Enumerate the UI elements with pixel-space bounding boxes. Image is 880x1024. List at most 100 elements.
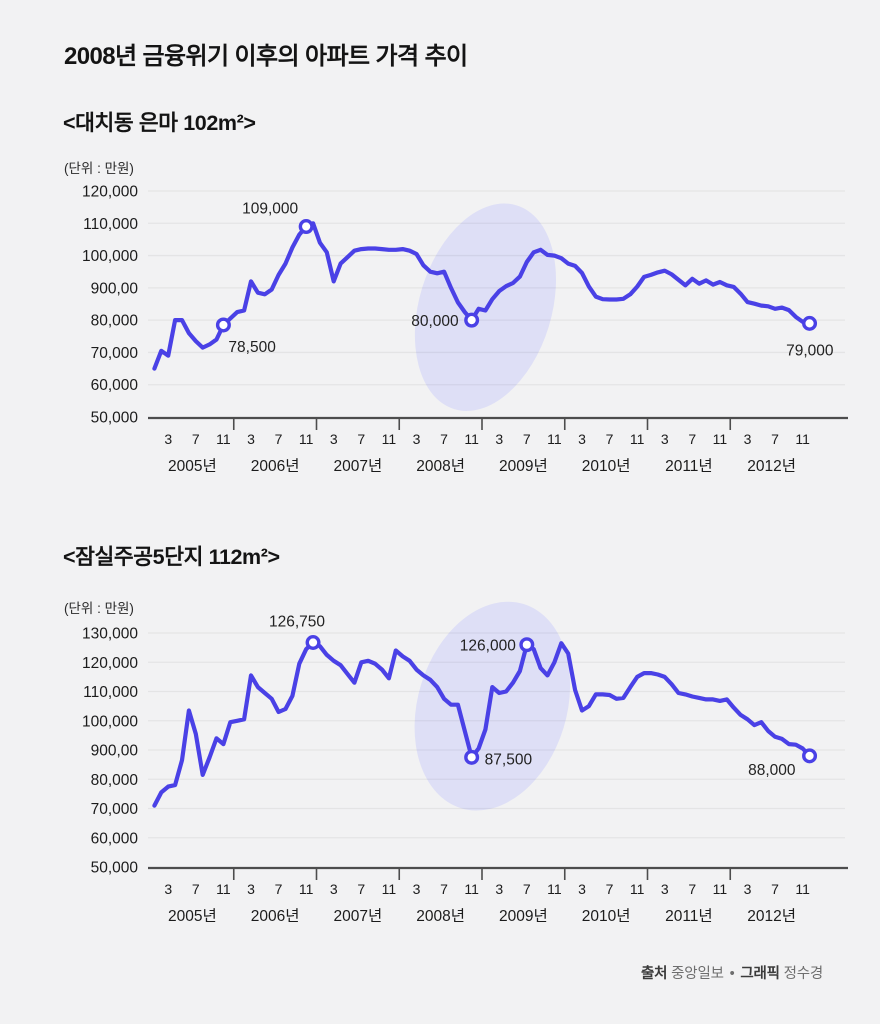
x-month-label: 7: [357, 431, 365, 447]
x-year-label: 2010년: [582, 907, 631, 925]
data-point-marker: [298, 219, 314, 235]
x-year-label: 2010년: [582, 457, 631, 475]
data-annotation: 126,000: [460, 638, 516, 655]
x-month-label: 11: [547, 431, 562, 447]
chart-title-jamsil: <잠실주공5단지 112m²>: [63, 545, 280, 569]
y-axis-label: 110,000: [83, 216, 138, 233]
x-month-label: 7: [192, 881, 200, 897]
x-year-label: 2007년: [334, 907, 383, 925]
source-label: 출처: [641, 966, 668, 982]
x-month-label: 7: [523, 881, 531, 897]
y-axis-label: 60,000: [91, 830, 139, 847]
unit-label: (단위 : 만원): [64, 601, 134, 616]
x-month-label: 11: [547, 881, 562, 897]
x-month-label: 11: [630, 881, 645, 897]
data-point-marker: [305, 635, 321, 651]
x-month-label: 11: [464, 431, 479, 447]
x-month-label: 7: [771, 431, 779, 447]
x-year-label: 2008년: [416, 457, 465, 475]
x-month-label: 11: [630, 431, 645, 447]
y-axis-label: 80,000: [91, 313, 139, 330]
x-month-label: 3: [578, 431, 586, 447]
x-year-label: 2006년: [251, 457, 300, 475]
x-month-label: 11: [299, 881, 314, 897]
y-axis-label: 120,000: [82, 184, 138, 201]
y-axis-label: 60,000: [91, 377, 139, 394]
chart-title-eunma: <대치동 은마 102m²>: [63, 111, 256, 135]
x-month-label: 7: [275, 431, 283, 447]
page-title: 2008년 금융위기 이후의 아파트 가격 추이: [64, 43, 468, 70]
unit-label: (단위 : 만원): [64, 161, 134, 176]
x-month-label: 3: [247, 881, 255, 897]
x-year-label: 2012년: [747, 457, 796, 475]
data-annotation: 80,000: [411, 313, 459, 330]
x-month-label: 11: [464, 881, 479, 897]
x-month-label: 7: [440, 881, 448, 897]
data-annotation: 87,500: [485, 751, 533, 768]
x-year-label: 2006년: [251, 907, 300, 925]
data-point-marker: [464, 312, 480, 328]
y-axis-label: 80,000: [91, 772, 139, 789]
x-month-label: 3: [661, 881, 669, 897]
x-month-label: 11: [713, 881, 728, 897]
graphic-label: 그래픽: [740, 966, 780, 982]
y-axis-label: 50,000: [91, 410, 139, 427]
y-axis-label: 100,000: [82, 713, 138, 730]
x-month-label: 7: [606, 881, 614, 897]
x-month-label: 3: [330, 881, 338, 897]
y-axis-label: 120,000: [82, 655, 138, 672]
x-month-label: 3: [744, 431, 752, 447]
y-axis-label: 110,000: [83, 684, 138, 701]
x-month-label: 3: [495, 431, 503, 447]
highlight-ellipse: [414, 601, 571, 811]
x-month-label: 11: [216, 431, 231, 447]
separator-dot: •: [729, 966, 735, 982]
x-month-label: 3: [413, 431, 421, 447]
x-month-label: 3: [495, 881, 503, 897]
graphic-value: 정수경: [783, 966, 824, 982]
x-month-label: 11: [795, 881, 810, 897]
x-month-label: 7: [771, 881, 779, 897]
x-year-label: 2005년: [168, 457, 217, 475]
data-point-marker: [802, 315, 818, 331]
y-axis-label: 100,000: [82, 248, 138, 265]
x-month-label: 11: [216, 881, 231, 897]
x-month-label: 3: [164, 431, 172, 447]
data-point-marker: [215, 317, 231, 333]
y-axis-label: 900,00: [91, 280, 139, 297]
x-year-label: 2011년: [665, 457, 713, 475]
x-month-label: 7: [688, 881, 696, 897]
x-month-label: 3: [164, 881, 172, 897]
x-year-label: 2009년: [499, 457, 548, 475]
x-year-label: 2012년: [747, 907, 796, 925]
x-month-label: 3: [744, 881, 752, 897]
x-month-label: 7: [523, 431, 531, 447]
x-month-label: 7: [440, 431, 448, 447]
credit-line: 출처 중앙일보 • 그래픽 정수경: [641, 962, 823, 983]
x-month-label: 11: [382, 431, 397, 447]
x-year-label: 2008년: [416, 907, 465, 925]
price-line: [152, 221, 812, 371]
x-month-label: 7: [275, 881, 283, 897]
x-month-label: 3: [578, 881, 586, 897]
y-axis-label: 70,000: [91, 801, 139, 818]
data-annotation: 78,500: [228, 339, 276, 356]
data-annotation: 88,000: [748, 762, 796, 779]
x-month-label: 7: [688, 431, 696, 447]
data-annotation: 109,000: [242, 201, 298, 218]
x-year-label: 2009년: [499, 907, 548, 925]
x-month-label: 3: [413, 881, 421, 897]
x-month-label: 7: [357, 881, 365, 897]
x-year-label: 2007년: [334, 457, 383, 475]
price-line: [152, 640, 812, 808]
x-month-label: 11: [795, 431, 810, 447]
x-year-label: 2005년: [168, 907, 217, 925]
data-point-marker: [802, 748, 818, 764]
data-point-marker: [519, 637, 535, 653]
y-axis-label: 130,000: [82, 626, 138, 643]
x-month-label: 11: [713, 431, 728, 447]
x-month-label: 3: [247, 431, 255, 447]
x-month-label: 11: [382, 881, 397, 897]
x-month-label: 7: [606, 431, 614, 447]
